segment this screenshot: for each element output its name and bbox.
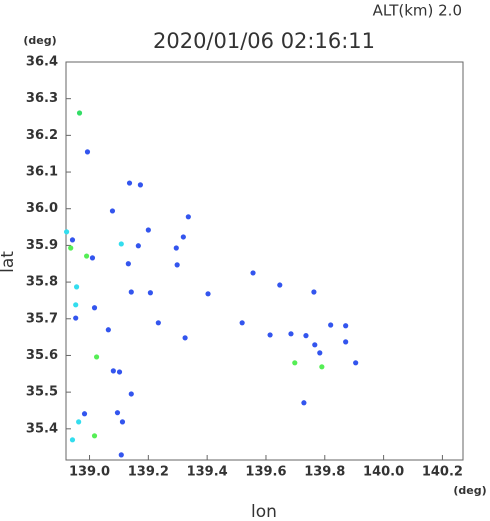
y-tick-label: 35.5 — [26, 385, 58, 400]
echo-point — [128, 289, 134, 295]
echo-point — [81, 411, 88, 417]
echo-point — [73, 284, 80, 290]
echo-point — [303, 333, 309, 339]
chart-title: 2020/01/06 02:16:11 — [153, 29, 375, 53]
echo-point — [63, 229, 70, 235]
y-unit: (deg) — [23, 34, 56, 47]
echo-point — [317, 350, 323, 356]
x-axis-title: lon — [251, 502, 277, 521]
echo-point — [68, 245, 74, 251]
x-tick-label: 140.2 — [422, 465, 463, 480]
echo-point — [147, 290, 153, 296]
echo-point — [118, 241, 124, 247]
echo-point — [185, 214, 191, 220]
y-tick-label: 36.1 — [26, 165, 58, 180]
echo-point — [312, 342, 318, 348]
echo-point — [311, 289, 317, 295]
altitude-label: ALT(km) 2.0 — [373, 2, 462, 20]
plot-frame — [65, 61, 464, 461]
echo-point — [292, 360, 298, 366]
echo-point — [93, 354, 100, 360]
echo-point — [84, 149, 91, 155]
x-unit: (deg) — [453, 484, 486, 497]
y-tick-label: 35.6 — [26, 348, 58, 363]
echo-point — [277, 282, 283, 288]
x-tick-label: 139.8 — [304, 465, 345, 480]
y-tick-label: 35.4 — [26, 421, 58, 436]
x-tick-label: 140.0 — [363, 465, 404, 480]
echo-point — [353, 360, 359, 366]
echo-point — [343, 339, 349, 345]
echo-point — [91, 305, 98, 311]
echo-point — [135, 243, 141, 249]
echo-point — [105, 327, 111, 333]
echo-point — [69, 437, 76, 443]
echo-point — [343, 323, 349, 329]
echo-point — [125, 261, 131, 267]
echo-point — [267, 332, 273, 338]
x-tick-label: 139.4 — [187, 465, 228, 480]
echo-point — [174, 262, 180, 268]
echo-point — [155, 320, 161, 326]
echo-point — [73, 315, 79, 321]
echo-point — [128, 391, 134, 397]
echo-point — [250, 270, 256, 276]
y-axis-title: lat — [0, 251, 18, 273]
echo-point — [319, 364, 325, 370]
echo-point — [301, 400, 307, 406]
echo-point — [126, 180, 133, 186]
echo-point — [137, 182, 144, 188]
y-tick-label: 35.8 — [26, 275, 58, 290]
echo-point — [114, 410, 121, 416]
echo-point — [89, 255, 96, 261]
echo-point — [173, 245, 179, 251]
echo-point — [239, 320, 245, 326]
echo-point — [73, 302, 79, 308]
echo-point — [182, 335, 188, 341]
echo-point — [76, 110, 83, 116]
y-tick-label: 36.4 — [26, 55, 58, 70]
x-tick-label: 139.0 — [69, 465, 110, 480]
y-tick-label: 35.9 — [26, 238, 58, 253]
echo-point — [328, 322, 334, 328]
y-tick-label: 36.0 — [26, 201, 58, 216]
echo-point — [83, 253, 90, 259]
echo-point — [110, 368, 116, 374]
echo-point — [118, 452, 124, 458]
echo-point — [288, 331, 294, 337]
echo-point — [180, 234, 186, 240]
echo-point — [76, 419, 82, 425]
echo-point — [145, 227, 151, 233]
echo-point — [91, 433, 98, 439]
echo-point — [69, 237, 76, 243]
x-tick-label: 139.2 — [128, 465, 169, 480]
y-tick-label: 35.7 — [26, 311, 58, 326]
echo-point — [109, 208, 116, 214]
echo-point — [116, 369, 123, 375]
y-tick-label: 36.2 — [26, 128, 58, 143]
y-tick-label: 36.3 — [26, 91, 58, 106]
echo-point — [205, 291, 211, 297]
echo-point — [119, 419, 126, 425]
x-tick-label: 139.6 — [245, 465, 286, 480]
